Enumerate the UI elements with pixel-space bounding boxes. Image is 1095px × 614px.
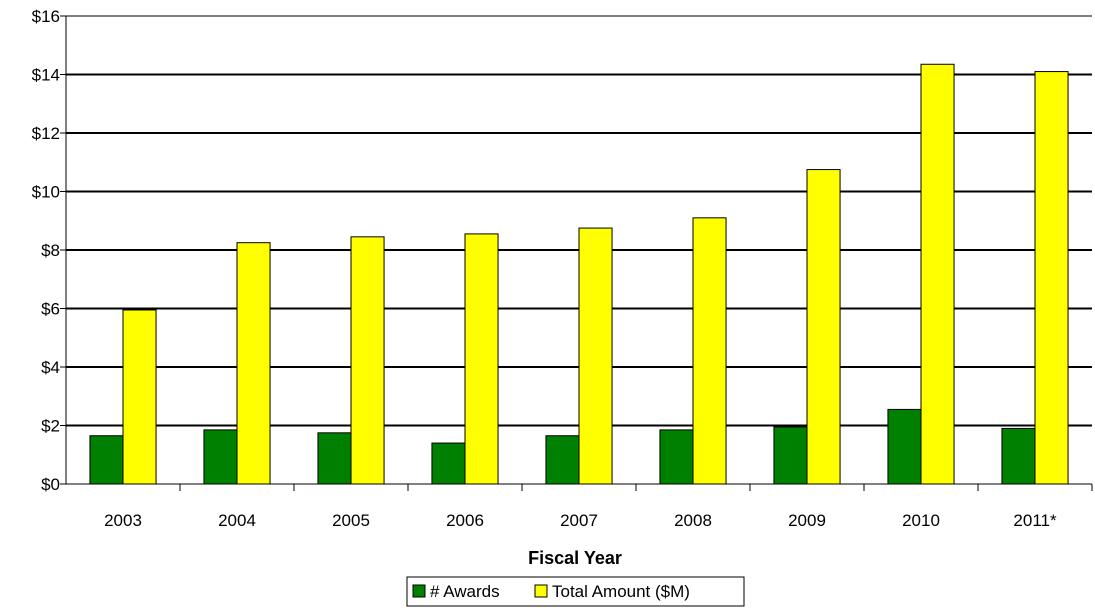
legend-swatch-total-amount bbox=[534, 584, 548, 598]
x-tick-label: 2008 bbox=[674, 511, 712, 530]
bar-awards bbox=[773, 426, 808, 485]
y-tick-label: $2 bbox=[41, 417, 60, 436]
bar-total-amount bbox=[920, 63, 955, 485]
legend-label-awards: # Awards bbox=[430, 582, 500, 601]
bar-awards bbox=[1001, 427, 1036, 485]
x-tick-label: 2010 bbox=[902, 511, 940, 530]
legend: # Awards Total Amount ($M) bbox=[406, 576, 745, 607]
legend-swatch-awards bbox=[412, 584, 426, 598]
legend-box bbox=[406, 576, 745, 607]
bar-total-amount bbox=[692, 217, 727, 485]
y-tick-label: $14 bbox=[32, 66, 60, 85]
y-tick-label: $6 bbox=[41, 300, 60, 319]
bars bbox=[89, 63, 1069, 485]
bar-total-amount bbox=[236, 242, 271, 485]
bar-awards bbox=[545, 435, 580, 485]
y-tick-label: $0 bbox=[41, 475, 60, 494]
y-tick-label: $4 bbox=[41, 358, 60, 377]
bar-total-amount bbox=[122, 309, 157, 485]
legend-label-total-amount: Total Amount ($M) bbox=[552, 582, 690, 601]
bar-awards bbox=[887, 408, 922, 485]
bar-awards bbox=[89, 435, 124, 485]
x-tick-label: 2006 bbox=[446, 511, 484, 530]
bar-total-amount bbox=[806, 169, 841, 485]
x-tick-label: 2005 bbox=[332, 511, 370, 530]
bar-awards bbox=[203, 429, 238, 485]
bar-total-amount bbox=[578, 227, 613, 485]
bar-awards bbox=[317, 432, 352, 485]
y-tick-label: $16 bbox=[32, 7, 60, 26]
bar-total-amount bbox=[1034, 71, 1069, 485]
y-tick-label: $12 bbox=[32, 124, 60, 143]
x-axis-tick-labels: 2003 2004 2005 2006 2007 2008 2009 2010 2011* bbox=[104, 511, 1057, 530]
x-tick-label: 2011* bbox=[1013, 511, 1057, 530]
y-axis-tick-labels: $0 $2 $4 $6 $8 $10 $12 $14 $16 bbox=[32, 7, 60, 494]
y-tick-label: $10 bbox=[32, 183, 60, 202]
bar-awards bbox=[431, 442, 466, 485]
bar-awards bbox=[659, 429, 694, 485]
x-tick-label: 2004 bbox=[218, 511, 256, 530]
x-axis-title: Fiscal Year bbox=[528, 548, 622, 568]
x-tick-label: 2003 bbox=[104, 511, 142, 530]
bar-total-amount bbox=[464, 233, 499, 485]
axes bbox=[60, 15, 1093, 491]
x-tick-label: 2009 bbox=[788, 511, 826, 530]
bar-total-amount bbox=[350, 236, 385, 485]
x-tick-label: 2007 bbox=[560, 511, 598, 530]
y-tick-label: $8 bbox=[41, 241, 60, 260]
